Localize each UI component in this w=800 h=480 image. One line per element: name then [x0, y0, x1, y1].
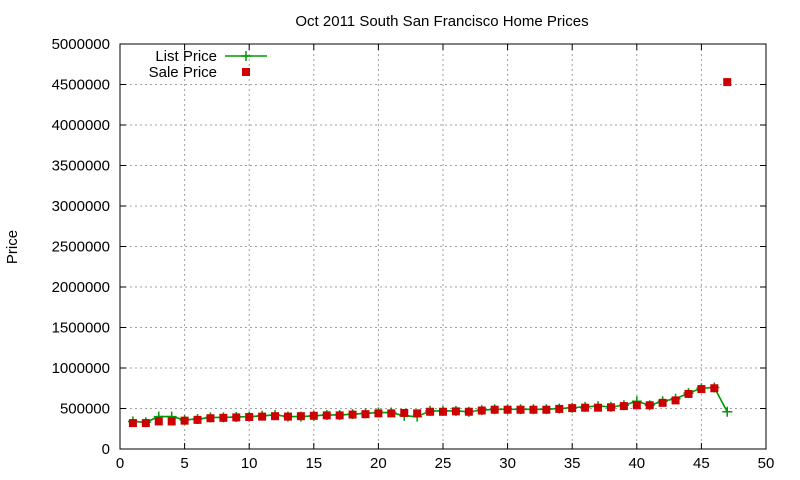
sale-price-point: [167, 417, 176, 426]
series-list-price: [127, 382, 733, 428]
legend-label-sale-price: Sale Price: [149, 64, 217, 81]
sale-price-point: [645, 401, 654, 410]
sale-price-point: [387, 409, 396, 418]
sale-price-point: [400, 408, 409, 417]
y-tick-label: 3000000: [52, 198, 110, 215]
legend-swatch-list-price: [225, 51, 267, 61]
series-sale-price: [128, 78, 732, 428]
sale-price-point: [503, 405, 512, 414]
sale-price-point: [710, 384, 719, 393]
y-tick-label: 5000000: [52, 36, 110, 53]
sale-price-point: [490, 405, 499, 414]
y-tick-label: 3500000: [52, 158, 110, 175]
sale-price-point: [477, 406, 486, 415]
sale-price-point: [632, 401, 641, 410]
sale-price-point: [361, 410, 370, 419]
sale-price-point: [684, 389, 693, 398]
x-tick-label: 45: [693, 455, 710, 472]
axis-ticks: [119, 43, 767, 450]
x-tick-label: 20: [370, 455, 387, 472]
sale-price-point: [542, 405, 551, 414]
sale-price-point: [348, 410, 357, 419]
sale-price-point: [413, 409, 422, 418]
sale-price-point: [516, 405, 525, 414]
x-tick-label: 5: [180, 455, 188, 472]
sale-price-point: [180, 416, 189, 425]
sale-price-point: [283, 412, 292, 421]
sale-price-point: [154, 417, 163, 426]
y-tick-label: 0: [102, 441, 110, 458]
x-tick-label: 10: [241, 455, 258, 472]
sale-price-point: [658, 398, 667, 407]
sale-price-point: [271, 412, 280, 421]
sale-price-point: [594, 403, 603, 412]
sale-price-point: [206, 414, 215, 423]
sale-price-point: [296, 412, 305, 421]
sale-price-point: [374, 409, 383, 418]
sale-price-point: [464, 407, 473, 416]
sale-price-point: [581, 403, 590, 412]
grid-lines: [120, 44, 766, 449]
sale-price-point: [245, 413, 254, 422]
x-tick-label: 25: [435, 455, 452, 472]
sale-price-point: [619, 402, 628, 411]
sale-price-point: [568, 404, 577, 413]
y-tick-label: 4500000: [52, 77, 110, 94]
sale-price-point: [335, 411, 344, 420]
sale-price-point: [309, 411, 318, 420]
sale-price-point: [451, 407, 460, 416]
y-tick-label: 1500000: [52, 320, 110, 337]
sale-price-point: [555, 404, 564, 413]
y-tick-label: 1000000: [52, 360, 110, 377]
sale-price-point: [193, 415, 202, 424]
x-tick-label: 30: [499, 455, 516, 472]
y-axis-label: Price: [4, 230, 21, 264]
x-tick-label: 40: [628, 455, 645, 472]
y-tick-label: 2500000: [52, 239, 110, 256]
x-tick-label: 15: [305, 455, 322, 472]
sale-price-point: [141, 419, 150, 428]
y-tick-label: 2000000: [52, 279, 110, 296]
sale-price-point: [232, 413, 241, 422]
legend-marker-list-price: [241, 51, 251, 61]
x-tick-label: 0: [116, 455, 124, 472]
sale-price-point: [723, 78, 732, 87]
sale-price-point: [322, 411, 331, 420]
legend: List Price Sale Price: [149, 48, 267, 81]
sale-price-point: [439, 407, 447, 416]
sale-price-point: [697, 385, 706, 394]
legend-label-list-price: List Price: [155, 48, 217, 65]
legend-swatch-sale-price: [242, 68, 250, 76]
y-tick-label: 4000000: [52, 117, 110, 134]
sale-price-point: [671, 396, 680, 405]
sale-price-point: [128, 419, 137, 428]
tick-labels: 0 5 10 15 20 25 30 35 40 45 50 0 500000 1000000 150000…: [52, 36, 775, 472]
sale-price-point: [258, 412, 267, 421]
chart-title: Oct 2011 South San Francisco Home Prices: [295, 13, 588, 30]
y-tick-label: 500000: [60, 401, 110, 418]
sale-price-point: [219, 413, 228, 422]
series: [127, 78, 733, 428]
x-tick-label: 50: [758, 455, 775, 472]
legend-marker-sale-price: [242, 68, 250, 76]
x-tick-label: 35: [564, 455, 581, 472]
sale-price-point: [606, 403, 615, 412]
list-price-point: [722, 406, 733, 417]
sale-price-point: [529, 405, 538, 414]
sale-price-point: [426, 407, 435, 416]
